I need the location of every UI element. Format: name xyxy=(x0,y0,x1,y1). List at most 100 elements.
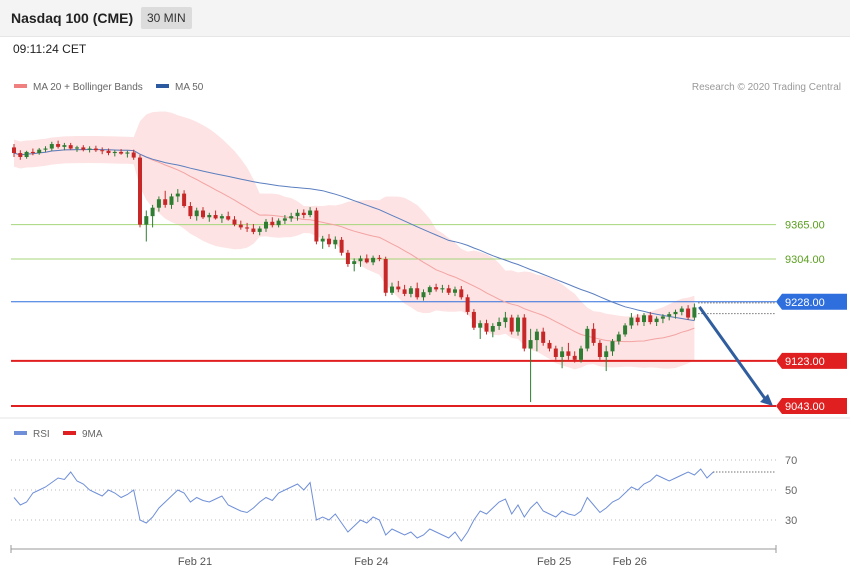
candle-body xyxy=(49,144,54,149)
x-tick-label: Feb 24 xyxy=(354,556,388,568)
candle-body xyxy=(125,152,130,154)
candle-body xyxy=(490,326,495,332)
candle-body xyxy=(150,207,155,217)
candle-body xyxy=(667,314,672,317)
bollinger-band xyxy=(14,111,695,370)
legend-label-9ma: 9MA xyxy=(82,429,103,440)
candle-body xyxy=(106,150,111,154)
candle-body xyxy=(251,228,256,232)
candle-body xyxy=(534,331,539,341)
candle-body xyxy=(270,221,275,226)
candle-body xyxy=(264,221,268,229)
legend-label-ma50: MA 50 xyxy=(175,82,204,93)
candle-body xyxy=(566,351,571,356)
candle-body xyxy=(62,145,67,147)
level-tag-9228.00 xyxy=(776,293,847,310)
rsi-pane: 70 50 30 Feb 21 Feb 24 Feb 25 Feb 26 xyxy=(10,455,797,568)
candle-body xyxy=(686,308,691,318)
candle-body xyxy=(30,151,35,154)
level-label-9228.00: 9228.00 xyxy=(785,297,825,309)
forecast-arrow-shaft xyxy=(698,306,768,401)
candle-body xyxy=(93,148,98,151)
candle-body xyxy=(635,317,640,323)
level-label-9365.00: 9365.00 xyxy=(785,220,825,232)
candle-body xyxy=(679,308,684,312)
candle-body xyxy=(585,328,590,349)
candle-body xyxy=(24,151,29,157)
candle-body xyxy=(12,147,16,154)
candle-body xyxy=(345,252,350,265)
candle-body xyxy=(484,323,489,332)
ma50-line xyxy=(13,149,695,322)
candle-body xyxy=(390,286,394,293)
rsi-tick-50: 50 xyxy=(785,485,797,497)
rsi-line xyxy=(13,468,714,542)
candle-body xyxy=(579,348,583,360)
candle-body xyxy=(37,149,42,154)
candle-body xyxy=(371,257,376,263)
copyright-text: Research © 2020 Trading Central xyxy=(692,82,841,93)
candle-body xyxy=(692,307,697,318)
candle-body xyxy=(604,351,609,357)
candle-body xyxy=(219,216,224,219)
candle-body xyxy=(339,239,344,253)
candle-body xyxy=(541,331,546,343)
candle-body xyxy=(408,288,413,294)
candle-body xyxy=(453,289,457,293)
candle-body xyxy=(226,216,231,220)
level-label-9304.00: 9304.00 xyxy=(785,254,825,266)
candle-body xyxy=(276,220,281,226)
candle-body xyxy=(465,297,470,312)
candle-body xyxy=(43,148,48,150)
legend-swatch-ma50 xyxy=(156,84,169,88)
candle-body xyxy=(421,292,426,298)
x-tick-label: Feb 25 xyxy=(537,556,571,568)
candle-body xyxy=(610,341,615,352)
candle-body xyxy=(56,144,61,147)
level-label-9123.00: 9123.00 xyxy=(785,356,825,368)
candle-body xyxy=(673,311,678,315)
candle-body xyxy=(327,238,331,245)
candle-body xyxy=(282,218,287,221)
candle-body xyxy=(352,261,357,265)
candle-body xyxy=(257,228,262,232)
candle-body xyxy=(163,199,168,205)
candle-body xyxy=(591,328,596,343)
legend-label-rsi: RSI xyxy=(33,429,50,440)
candle-body xyxy=(169,196,174,205)
candle-body xyxy=(440,288,445,290)
candle-body xyxy=(597,342,602,357)
candle-body xyxy=(434,287,439,290)
interval-badge[interactable]: 30 MIN xyxy=(141,7,192,29)
candle-body xyxy=(156,199,161,208)
candle-body xyxy=(308,210,313,216)
candle-body xyxy=(213,215,218,219)
level-tag-9123.00 xyxy=(776,352,847,369)
candle-body xyxy=(245,227,250,229)
candle-body xyxy=(528,340,533,349)
timestamp: 09:11:24 CET xyxy=(13,42,87,56)
candle-body xyxy=(75,147,79,149)
candle-body xyxy=(560,351,565,357)
candle-body xyxy=(119,151,124,154)
candle-body xyxy=(415,288,420,298)
candle-body xyxy=(320,238,325,242)
candle-body xyxy=(301,212,306,216)
candle-body xyxy=(68,145,73,149)
candle-body xyxy=(427,287,432,293)
candle-body xyxy=(642,315,646,323)
candle-body xyxy=(87,148,92,150)
level-tag-9043.00 xyxy=(776,398,847,414)
candle-body xyxy=(238,224,243,228)
candle-body xyxy=(629,317,634,326)
candle-body xyxy=(81,147,86,150)
candle-body xyxy=(112,151,117,154)
candle-body xyxy=(377,257,382,259)
candle-body xyxy=(459,289,464,298)
candle-body xyxy=(509,317,514,332)
candle-body xyxy=(402,289,407,294)
candle-body xyxy=(654,318,659,323)
candle-body xyxy=(660,316,665,319)
candle-body xyxy=(446,288,451,293)
candle-body xyxy=(623,325,628,335)
